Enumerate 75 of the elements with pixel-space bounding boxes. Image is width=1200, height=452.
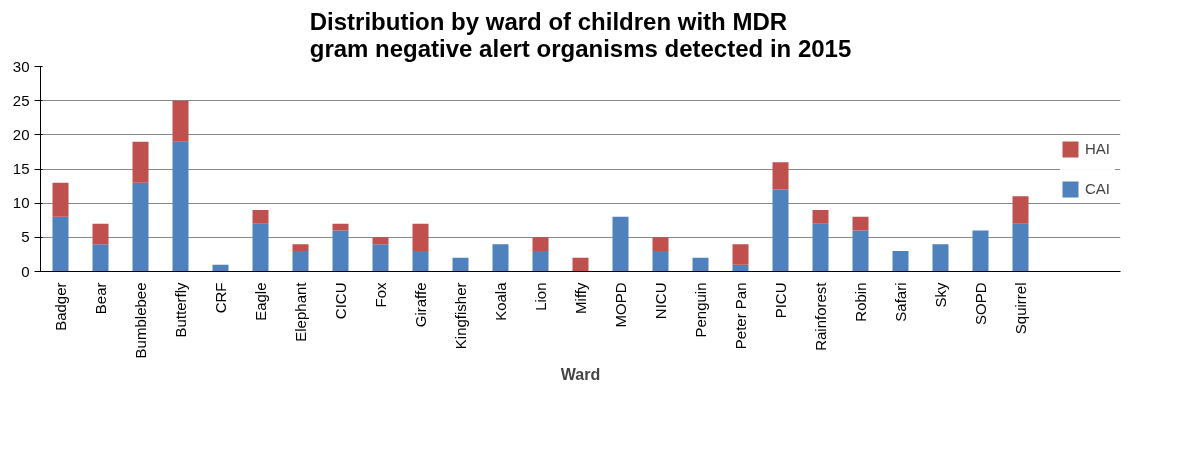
x-tick-label: PICU (772, 282, 789, 319)
bar (652, 251, 669, 272)
bar (252, 210, 269, 224)
x-tick-label: Rainforest (812, 281, 829, 351)
bar (652, 237, 669, 251)
bar (972, 230, 989, 272)
x-tick-label: MOPD (612, 282, 629, 328)
x-tick-label: NICU (652, 282, 669, 320)
bar (132, 141, 149, 183)
bar (412, 223, 429, 251)
x-tick-label: Fox (372, 282, 389, 308)
bar (92, 244, 109, 272)
bar (412, 251, 429, 272)
bar (812, 210, 829, 224)
x-tick-label: Bear (92, 282, 109, 315)
y-tick-label: 25 (12, 91, 30, 109)
bar (452, 257, 469, 272)
chart-title: Distribution by ward of children with MDR gram negative alert organisms detected in 2015 (309, 7, 852, 62)
y-tick-label: 10 (12, 194, 30, 212)
bar (292, 244, 309, 251)
x-tick-label: Penguin (692, 282, 709, 338)
bar (332, 223, 349, 231)
bar (572, 257, 589, 272)
x-axis-title: Ward (560, 366, 601, 384)
x-tick-label: Elephant (292, 281, 309, 342)
bar (532, 251, 549, 272)
bar (52, 182, 69, 217)
y-tick-label: 15 (12, 160, 30, 177)
bar (772, 189, 789, 272)
x-tick-label: Robin (852, 282, 869, 322)
bar (252, 223, 269, 272)
x-tick-label: Eagle (252, 282, 269, 321)
bar (732, 244, 749, 265)
bar (372, 244, 389, 272)
x-tick-label: Peter Pan (732, 282, 749, 350)
x-tick-label: Safari (892, 282, 909, 322)
x-tick-label: Butterfly (172, 282, 189, 338)
x-tick-label: Kingfisher (452, 282, 469, 350)
bar (372, 237, 389, 245)
legend-label: HAI (1085, 140, 1111, 157)
bar (92, 223, 109, 245)
x-tick-label: Lion (532, 282, 549, 311)
bar (132, 182, 149, 272)
x-tick-label: CICU (332, 282, 349, 320)
bar (172, 100, 189, 142)
bar (612, 216, 629, 272)
bar (812, 223, 829, 272)
bar (332, 230, 349, 272)
x-tick-label: Squirrel (1012, 282, 1029, 335)
bar (892, 251, 909, 272)
bar (692, 257, 709, 272)
bar (292, 251, 309, 272)
y-tick-label: 30 (12, 57, 30, 75)
bar (1012, 196, 1029, 224)
x-tick-label: Badger (52, 282, 69, 331)
x-tick-label: CRF (212, 282, 229, 314)
bar (932, 244, 949, 272)
bar (532, 237, 549, 251)
x-tick-label: Bumblebee (132, 282, 149, 359)
y-tick-label: 5 (21, 228, 30, 246)
bar (852, 216, 869, 231)
bar (172, 141, 189, 272)
bar (852, 230, 869, 272)
bar (772, 162, 789, 190)
x-tick-label: Miffy (572, 282, 589, 314)
x-tick-label: SOPD (972, 282, 989, 326)
bar (492, 244, 509, 272)
x-tick-label: Sky (932, 282, 949, 308)
x-tick-label: Giraffe (412, 282, 429, 328)
x-tick-label: Koala (492, 281, 509, 321)
bar (1012, 223, 1029, 272)
y-tick-label: 0 (21, 262, 30, 280)
bar (52, 216, 69, 272)
legend-label: CAI (1085, 180, 1111, 197)
y-tick-label: 20 (12, 125, 30, 143)
